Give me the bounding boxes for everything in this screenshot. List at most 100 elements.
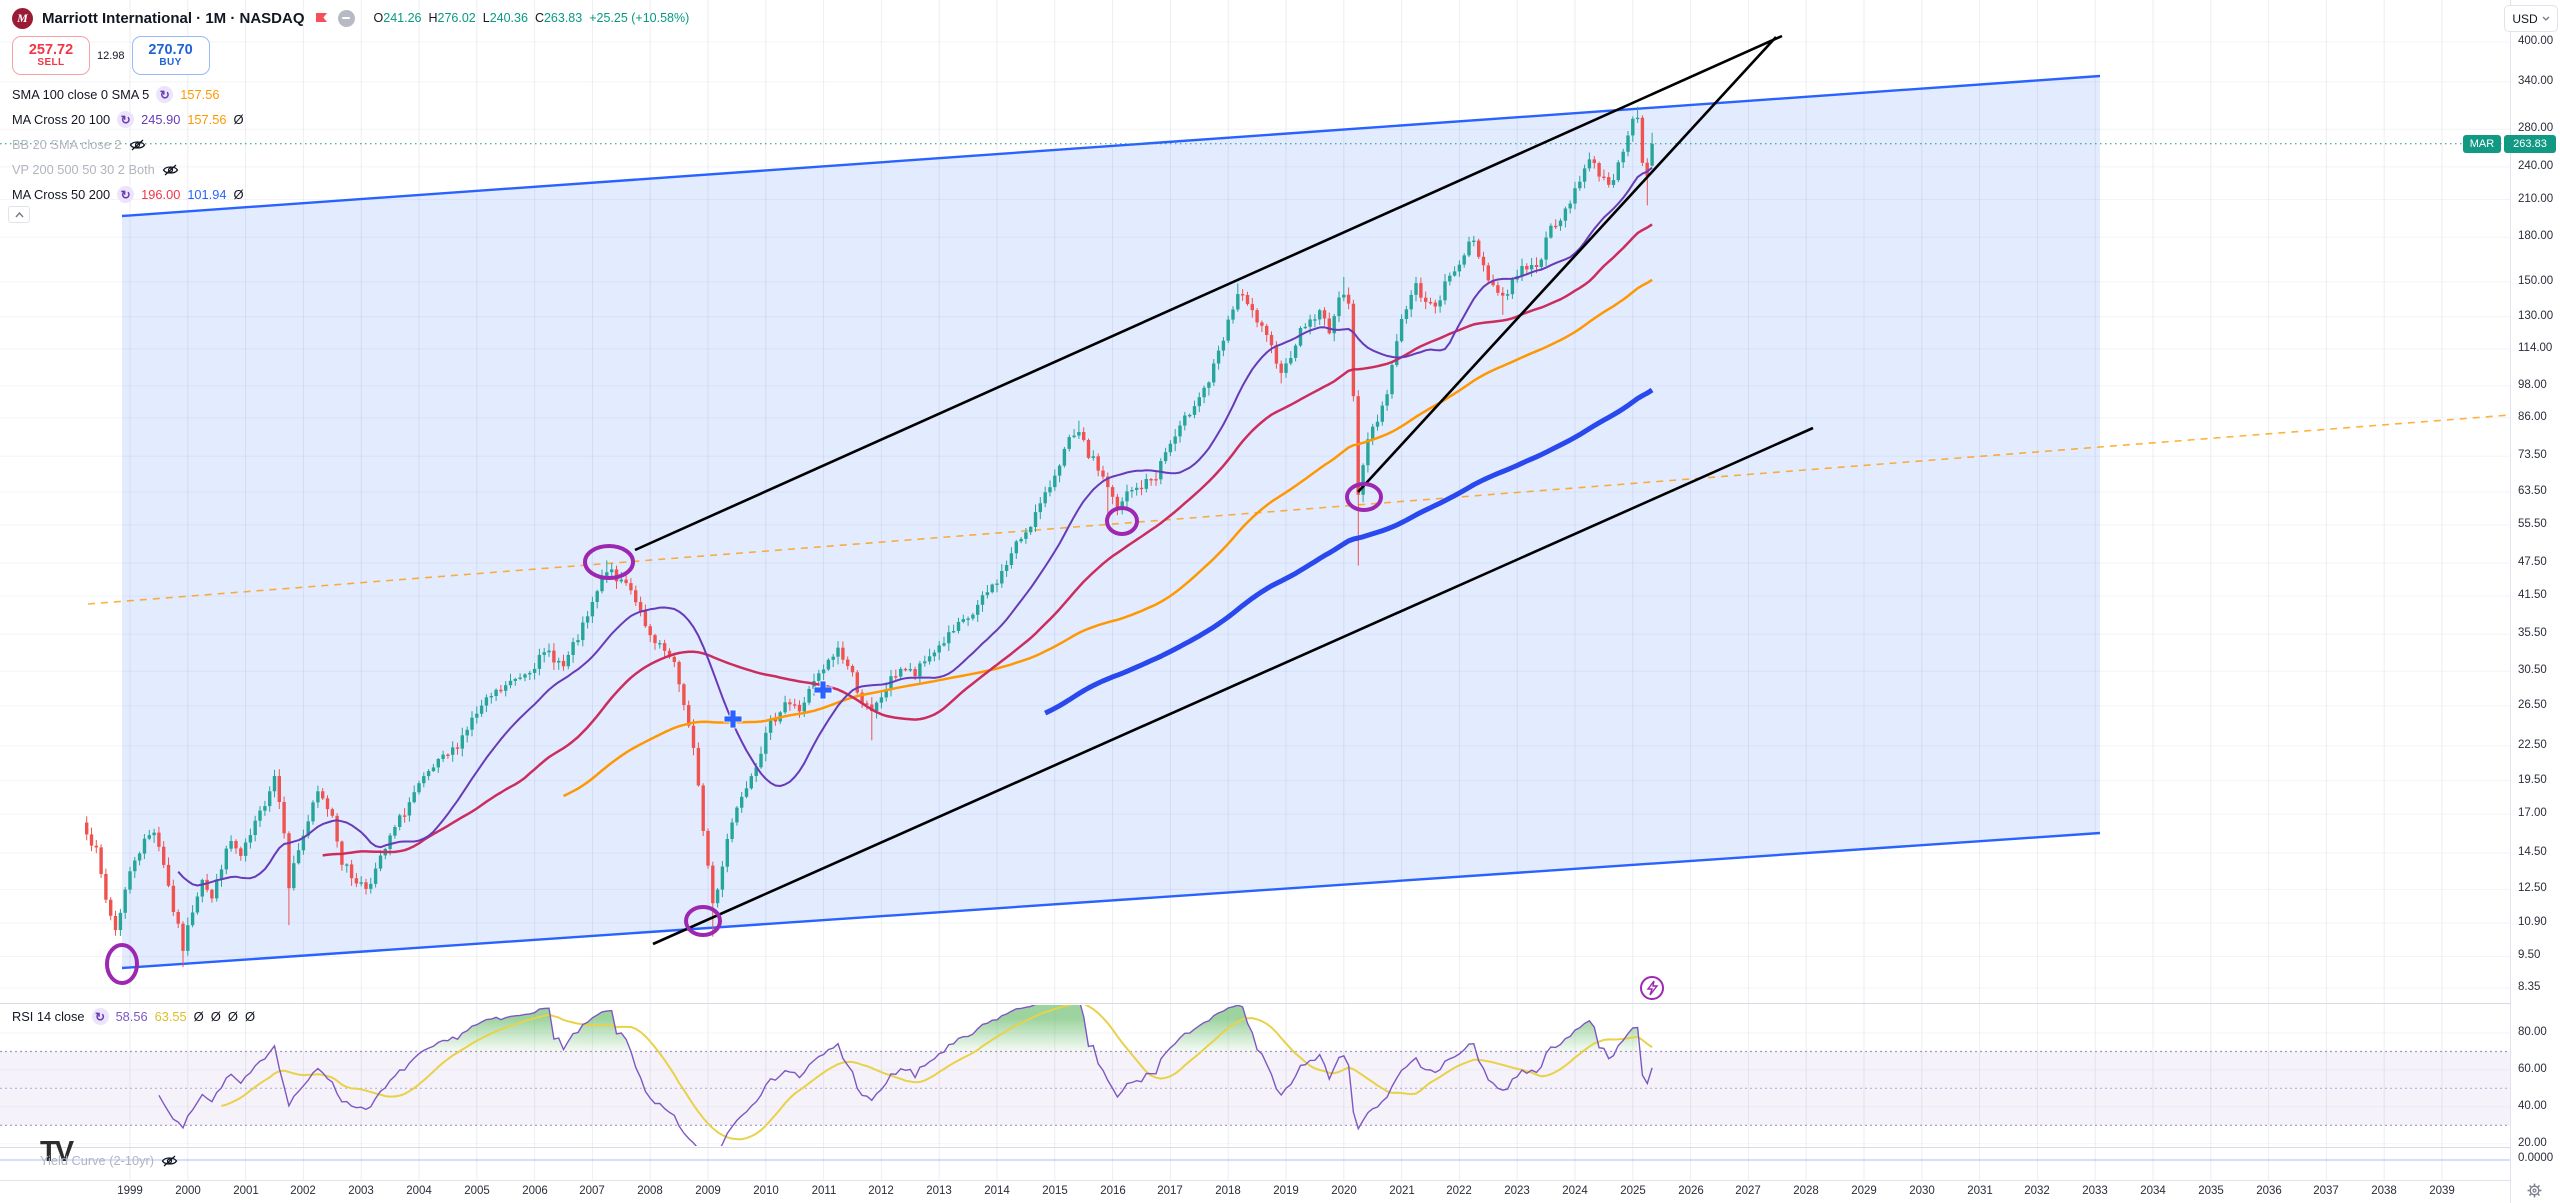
marriott-logo-icon: M xyxy=(12,7,33,29)
price-tick: 10.90 xyxy=(2518,916,2547,928)
rsi-tick: 40.00 xyxy=(2518,1100,2547,1112)
event-circle[interactable] xyxy=(105,943,139,985)
open-label: O xyxy=(373,11,384,25)
ma-200-line xyxy=(1044,387,1654,716)
year-label: 2013 xyxy=(926,1185,952,1197)
price-tick: 47.50 xyxy=(2518,556,2547,568)
symbol-title[interactable]: Marriott International · 1M · NASDAQ xyxy=(42,9,305,27)
event-circle[interactable] xyxy=(684,905,722,937)
year-label: 2001 xyxy=(233,1185,259,1197)
yield-curve-legend[interactable]: Yield Curve (2-10yr) xyxy=(40,1153,178,1168)
candlesticks[interactable] xyxy=(85,106,1654,967)
chevron-down-icon xyxy=(2542,16,2550,21)
legend-row-ma-cross-20-100[interactable]: MA Cross 20 100 ↻ 245.90 157.56 Ø xyxy=(12,107,244,132)
rsi-plot[interactable] xyxy=(158,999,1653,1157)
price-tick: 55.50 xyxy=(2518,518,2547,530)
buy-label: BUY xyxy=(159,56,182,68)
rsi-tick: 80.00 xyxy=(2518,1026,2547,1038)
sell-button[interactable]: 257.72 SELL xyxy=(12,36,90,75)
plus-marker[interactable] xyxy=(723,709,743,729)
collapse-legend-button[interactable] xyxy=(8,206,30,223)
eye-off-icon[interactable] xyxy=(162,163,179,177)
price-tick: 280.00 xyxy=(2518,122,2554,134)
year-label: 2010 xyxy=(753,1185,779,1197)
tradingview-logo: TV xyxy=(40,1136,74,1168)
year-label: 2036 xyxy=(2256,1185,2282,1197)
buy-button[interactable]: 270.70 BUY xyxy=(131,36,210,75)
ohlc-values: O241.26 H276.02 L240.36 C263.83 +25.25 (… xyxy=(374,11,690,25)
legend-row-vp[interactable]: VP 200 500 50 30 2 Both xyxy=(12,157,244,182)
legend-row-ma-cross-50-200[interactable]: MA Cross 50 200 ↻ 196.00 101.94 Ø xyxy=(12,182,244,207)
year-label: 2038 xyxy=(2371,1185,2397,1197)
eye-off-icon[interactable] xyxy=(161,1154,178,1168)
eye-off-icon[interactable] xyxy=(129,138,146,152)
close-value: 263.83 xyxy=(543,11,583,25)
lightning-marker[interactable] xyxy=(1640,976,1664,1000)
event-circle[interactable] xyxy=(1105,506,1139,536)
price-tick: 14.50 xyxy=(2518,846,2547,858)
refresh-icon[interactable]: ↻ xyxy=(91,1008,109,1025)
trendline-1[interactable] xyxy=(634,34,1783,552)
rsi-legend[interactable]: RSI 14 close ↻ 58.56 63.55 Ø Ø Ø Ø xyxy=(12,1008,255,1025)
price-tick: 114.00 xyxy=(2518,342,2553,354)
trendline-3[interactable] xyxy=(652,426,1814,946)
year-label: 2024 xyxy=(1562,1185,1588,1197)
year-label: 2002 xyxy=(290,1185,316,1197)
ghost-value-icon: Ø xyxy=(210,1009,221,1024)
plus-marker[interactable] xyxy=(813,680,833,700)
indicator-name: VP 200 500 50 30 2 Both xyxy=(12,162,155,177)
trendline-2[interactable] xyxy=(1357,36,1777,493)
price-tick: 130.00 xyxy=(2518,310,2554,322)
year-label: 2006 xyxy=(522,1185,548,1197)
year-label: 2027 xyxy=(1735,1185,1761,1197)
year-label: 2015 xyxy=(1042,1185,1068,1197)
price-axis[interactable]: 400.00 340.00 280.00 240.00 210.00 180.00 150.… xyxy=(2510,0,2560,1203)
open-value: 241.26 xyxy=(383,11,422,25)
hide-indicator-icon[interactable] xyxy=(337,9,355,27)
year-label: 2033 xyxy=(2082,1185,2108,1197)
rsi-line xyxy=(158,1005,1653,1146)
year-label: 2031 xyxy=(1967,1185,1993,1197)
year-label: 2034 xyxy=(2140,1185,2166,1197)
rsi-ma-line xyxy=(221,1005,1653,1141)
price-tick: 12.50 xyxy=(2518,882,2547,894)
year-label: 2004 xyxy=(406,1185,432,1197)
symbol-price-tag: MAR xyxy=(2463,135,2501,153)
time-axis[interactable]: 1999 2000 2001 2002 2003 2004 2005 2006 2007 2008… xyxy=(0,1180,2510,1203)
ghost-value-icon: Ø xyxy=(233,187,244,202)
price-tick: 340.00 xyxy=(2518,75,2554,87)
sell-price: 257.72 xyxy=(28,41,74,58)
chevron-up-icon xyxy=(14,211,24,217)
currency-dropdown[interactable]: USD xyxy=(2504,5,2558,32)
event-circle[interactable] xyxy=(1345,482,1383,512)
close-label: C xyxy=(534,11,544,25)
indicator-value: 196.00 xyxy=(141,187,181,202)
indicator-name: RSI 14 close xyxy=(12,1009,85,1024)
year-label: 2009 xyxy=(695,1185,721,1197)
rsi-tick: 60.00 xyxy=(2518,1063,2547,1075)
event-circle[interactable] xyxy=(583,544,635,580)
indicator-name: MA Cross 50 200 xyxy=(12,187,111,202)
rsi-band xyxy=(0,1051,2510,1126)
refresh-icon[interactable]: ↻ xyxy=(156,86,174,103)
legend-row-bb[interactable]: BB 20 SMA close 2 xyxy=(12,132,244,157)
parallel-channel[interactable] xyxy=(121,74,2101,970)
legend-row-sma100[interactable]: SMA 100 close 0 SMA 5 ↻ 157.56 xyxy=(12,82,244,107)
refresh-icon[interactable]: ↻ xyxy=(117,111,135,128)
low-value: 240.36 xyxy=(489,11,528,25)
price-tick: 22.50 xyxy=(2518,739,2547,751)
rsi-value: 58.56 xyxy=(115,1009,148,1024)
high-value: 276.02 xyxy=(437,11,476,25)
year-label: 2026 xyxy=(1678,1185,1704,1197)
year-label: 2030 xyxy=(1909,1185,1935,1197)
year-label: 2016 xyxy=(1100,1185,1126,1197)
indicator-value: 101.94 xyxy=(187,187,227,202)
moving-averages[interactable] xyxy=(177,166,1654,887)
price-tick: 150.00 xyxy=(2518,275,2554,287)
refresh-icon[interactable]: ↻ xyxy=(117,186,135,203)
dashed-trendline[interactable] xyxy=(87,414,2511,605)
flag-icon[interactable] xyxy=(314,11,329,26)
pane-settings-gear-icon[interactable] xyxy=(2527,1183,2542,1198)
